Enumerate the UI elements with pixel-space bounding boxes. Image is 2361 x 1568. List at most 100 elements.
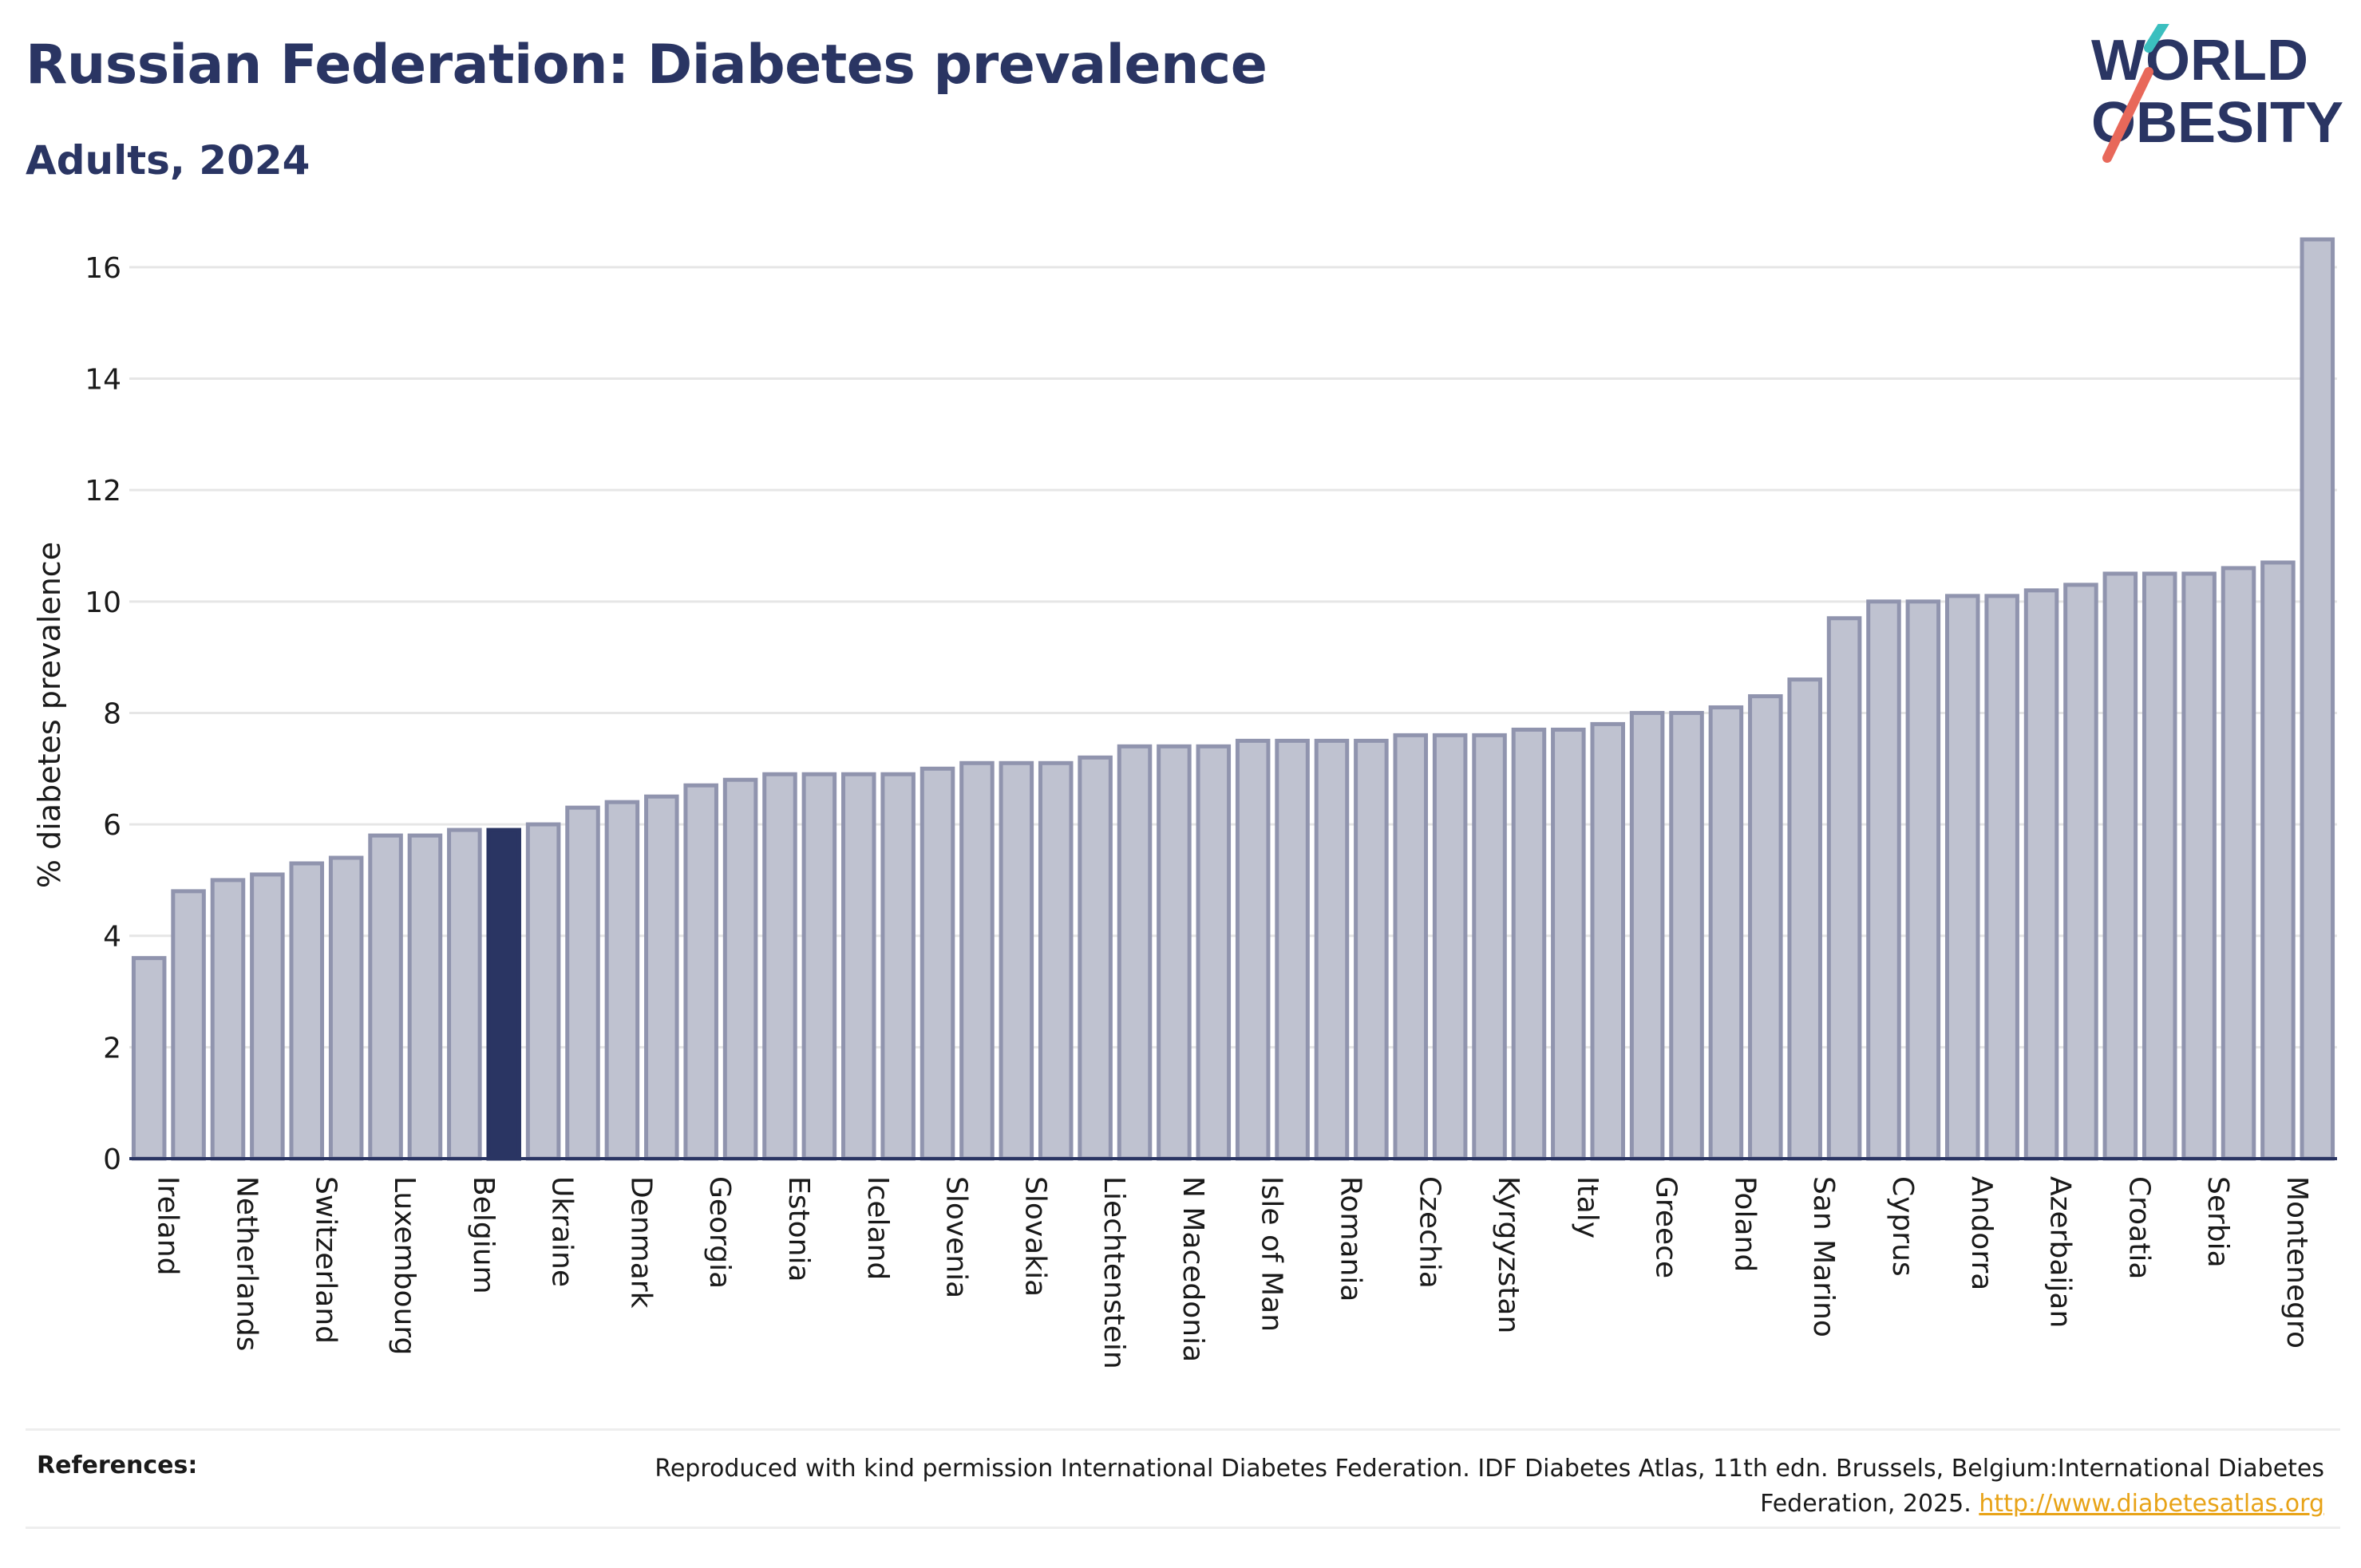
bar bbox=[604, 800, 640, 1161]
bar bbox=[1748, 694, 1783, 1161]
bar bbox=[880, 772, 916, 1161]
bar bbox=[1590, 721, 1625, 1161]
x-tick-label: Cyprus bbox=[1886, 1176, 1919, 1277]
bar bbox=[407, 833, 443, 1161]
bar-highlighted bbox=[486, 827, 521, 1161]
bar bbox=[1669, 710, 1704, 1161]
world-obesity-logo: WORLD OBESITY bbox=[2091, 24, 2343, 163]
bar bbox=[841, 772, 876, 1161]
bar bbox=[368, 833, 403, 1161]
bar bbox=[1551, 727, 1586, 1161]
x-tick-label: Georgia bbox=[703, 1176, 736, 1289]
x-tick-label: Switzerland bbox=[309, 1176, 342, 1344]
x-tick-label: Slovenia bbox=[940, 1176, 973, 1298]
x-tick-label: Belgium bbox=[467, 1176, 500, 1294]
x-tick-label: Czechia bbox=[1413, 1176, 1445, 1289]
y-tick-label: 14 bbox=[85, 364, 121, 397]
bar bbox=[1117, 744, 1153, 1161]
bar bbox=[1472, 733, 1507, 1161]
bar bbox=[2260, 560, 2296, 1161]
y-tick-label: 16 bbox=[85, 252, 121, 285]
bar bbox=[171, 889, 206, 1161]
bar bbox=[131, 956, 167, 1161]
bar bbox=[1511, 727, 1547, 1161]
x-tick-label: Iceland bbox=[861, 1176, 894, 1280]
chart-title: Russian Federation: Diabetes prevalence bbox=[26, 34, 1268, 97]
bar bbox=[210, 878, 246, 1161]
bar bbox=[1905, 599, 1941, 1161]
references-box: References: Reproduced with kind permiss… bbox=[26, 1428, 2340, 1529]
bar bbox=[1393, 733, 1429, 1161]
bar bbox=[2023, 588, 2059, 1161]
bar bbox=[1826, 616, 1862, 1161]
bar bbox=[722, 777, 758, 1161]
bar bbox=[2142, 571, 2177, 1161]
bar bbox=[801, 772, 837, 1161]
logo-line1: WORLD bbox=[2091, 29, 2308, 93]
y-tick-label: 0 bbox=[103, 1143, 121, 1176]
bar bbox=[2221, 566, 2256, 1161]
bar bbox=[919, 766, 955, 1161]
y-tick-label: 2 bbox=[103, 1032, 121, 1064]
x-tick-label: Andorra bbox=[1965, 1176, 1998, 1290]
x-tick-label: Ukraine bbox=[546, 1176, 579, 1287]
x-tick-label: Ireland bbox=[152, 1176, 184, 1276]
x-tick-label: Denmark bbox=[624, 1176, 657, 1309]
bar bbox=[1787, 677, 1822, 1161]
bar bbox=[525, 822, 561, 1161]
y-tick-label: 12 bbox=[85, 475, 121, 508]
x-tick-label: Isle of Man bbox=[1256, 1176, 1288, 1332]
references-text: Reproduced with kind permission Internat… bbox=[568, 1451, 2324, 1522]
y-tick-label: 10 bbox=[85, 587, 121, 619]
bar bbox=[250, 872, 285, 1161]
x-tick-label: Netherlands bbox=[230, 1176, 263, 1351]
x-tick-label: Azerbaijan bbox=[2044, 1176, 2077, 1328]
bar bbox=[1354, 738, 1389, 1161]
x-tick-label: San Marino bbox=[1807, 1176, 1840, 1337]
x-tick-label: Romania bbox=[1334, 1176, 1366, 1301]
y-axis-label: % diabetes prevalence bbox=[32, 542, 67, 888]
y-tick-label: 4 bbox=[103, 921, 121, 954]
bar bbox=[1196, 744, 1232, 1161]
bar bbox=[1984, 594, 2019, 1161]
bar bbox=[328, 855, 364, 1161]
x-tick-label: N Macedonia bbox=[1177, 1176, 1209, 1362]
bar bbox=[959, 760, 995, 1161]
logo-slash-coral bbox=[2102, 67, 2153, 163]
x-tick-label: Italy bbox=[1571, 1176, 1604, 1238]
bar bbox=[683, 783, 718, 1161]
references-link[interactable]: http://www.diabetesatlas.org bbox=[1979, 1490, 2324, 1518]
x-tick-label: Poland bbox=[1728, 1176, 1761, 1272]
bar bbox=[1157, 744, 1192, 1161]
chart-subtitle: Adults, 2024 bbox=[26, 137, 310, 184]
bar bbox=[1708, 705, 1744, 1161]
x-tick-label: Luxembourg bbox=[388, 1176, 421, 1355]
bar bbox=[1629, 710, 1665, 1161]
y-tick-label: 8 bbox=[103, 697, 121, 730]
bar bbox=[2102, 571, 2138, 1161]
bars bbox=[131, 237, 2335, 1161]
bar bbox=[999, 760, 1034, 1161]
bar bbox=[1275, 738, 1310, 1161]
references-label: References: bbox=[37, 1451, 198, 1479]
y-tick-label: 6 bbox=[103, 809, 121, 842]
x-tick-label: Liechtenstein bbox=[1097, 1176, 1130, 1369]
bar bbox=[1078, 755, 1113, 1161]
bar bbox=[1038, 760, 1074, 1161]
bar bbox=[1235, 738, 1271, 1161]
references-citation: Reproduced with kind permission Internat… bbox=[655, 1455, 2324, 1518]
x-tick-label: Kyrgyzstan bbox=[1492, 1176, 1525, 1333]
bar bbox=[565, 805, 600, 1161]
bar bbox=[644, 794, 679, 1161]
bar bbox=[2181, 571, 2217, 1161]
x-tick-label: Serbia bbox=[2201, 1176, 2234, 1268]
bar bbox=[1866, 599, 1901, 1161]
x-tick-label: Estonia bbox=[782, 1176, 815, 1282]
bar bbox=[1314, 738, 1350, 1161]
bar bbox=[2063, 583, 2098, 1161]
bar bbox=[2300, 237, 2335, 1161]
x-tick-label: Greece bbox=[1650, 1176, 1683, 1278]
bar bbox=[1945, 594, 1980, 1161]
bar-chart: 0 2 4 6 8 10 12 14 16 Ireland Netherlands Switzerla… bbox=[32, 237, 2337, 1369]
bar bbox=[1432, 733, 1468, 1161]
